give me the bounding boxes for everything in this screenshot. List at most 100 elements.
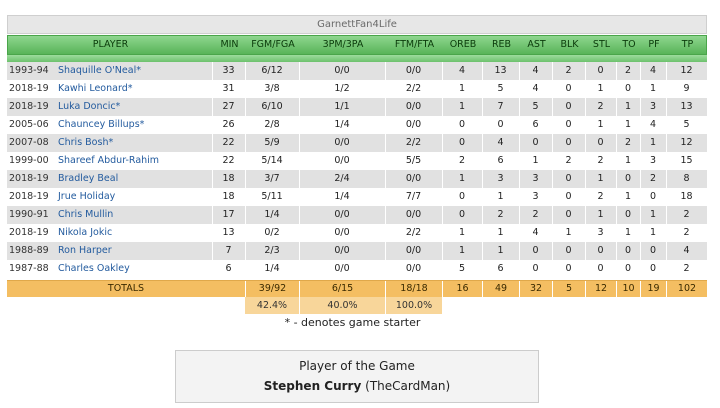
stat-ast: 3 — [532, 191, 539, 202]
column-header-pf[interactable]: PF — [648, 39, 660, 50]
player-row: 2005-06 Chauncey Billups* 26 2/8 1/4 0/0 0 0 6 0 1… — [7, 116, 707, 134]
column-header-to[interactable]: TO — [622, 39, 636, 50]
player-name-link[interactable]: Chris Mullin — [58, 209, 114, 220]
column-separator — [442, 116, 443, 134]
column-separator — [212, 170, 213, 188]
column-separator — [245, 242, 246, 260]
season-label: 2007-08 — [9, 137, 49, 148]
player-name-link[interactable]: Kawhi Leonard* — [58, 83, 133, 94]
player-row: 1987-88 Charles Oakley 6 1/4 0/0 0/0 5 6 0 0 0 0 0 2 — [7, 260, 707, 278]
stat-reb: 2 — [497, 209, 504, 220]
column-header-min[interactable]: MIN — [220, 39, 239, 50]
column-separator — [212, 188, 213, 206]
column-separator — [519, 80, 520, 98]
player-name-link[interactable]: Bradley Beal — [58, 173, 119, 184]
column-separator — [640, 80, 641, 98]
stat-min: 27 — [222, 101, 235, 112]
column-separator — [585, 188, 586, 206]
column-separator — [640, 134, 641, 152]
total-blk: 5 — [552, 281, 585, 297]
column-separator — [299, 224, 300, 242]
stat-min: 33 — [222, 65, 235, 76]
column-separator — [666, 242, 667, 260]
season-label: 1988-89 — [9, 245, 49, 256]
stat-tp3: 0/0 — [334, 209, 350, 220]
player-name-link[interactable]: Ron Harper — [58, 245, 112, 256]
column-header-reb[interactable]: REB — [491, 39, 512, 50]
stat-pts: 15 — [680, 155, 693, 166]
stat-stl: 2 — [597, 191, 604, 202]
column-separator — [666, 188, 667, 206]
player-name-link[interactable]: Nikola Jokic — [58, 227, 113, 238]
player-name-link[interactable]: Shareef Abdur-Rahim — [58, 155, 160, 166]
player-name-link[interactable]: Luka Doncic* — [58, 101, 121, 112]
column-separator — [442, 134, 443, 152]
column-separator — [299, 206, 300, 224]
stat-oreb: 0 — [458, 209, 466, 220]
stat-oreb: 0 — [458, 191, 466, 202]
stat-reb: 1 — [497, 191, 504, 202]
stat-tp3: 0/0 — [334, 245, 350, 256]
stat-min: 18 — [222, 191, 235, 202]
column-separator — [482, 260, 483, 278]
stat-oreb: 4 — [458, 65, 466, 76]
player-name-link[interactable]: Jrue Holiday — [58, 191, 116, 202]
column-header-tp3[interactable]: 3PM/3PA — [322, 39, 364, 50]
stat-to: 1 — [624, 101, 632, 112]
column-separator — [666, 134, 667, 152]
column-separator — [442, 152, 443, 170]
season-label: 2018-19 — [9, 83, 49, 94]
column-separator — [212, 242, 213, 260]
stat-pts: 13 — [680, 101, 693, 112]
stat-pf: 3 — [649, 155, 657, 166]
starter-footnote: * - denotes game starter — [284, 316, 421, 329]
stat-reb: 13 — [494, 65, 507, 76]
season-label: 1990-91 — [9, 209, 49, 220]
stat-tp3: 1/1 — [334, 101, 350, 112]
stat-min: 18 — [222, 173, 235, 184]
column-header-blk[interactable]: BLK — [560, 39, 579, 50]
column-separator — [212, 62, 213, 80]
column-separator — [552, 134, 553, 152]
stat-pf: 4 — [649, 65, 657, 76]
stat-stl: 1 — [597, 83, 604, 94]
stat-pf: 1 — [649, 227, 657, 238]
stat-pts: 12 — [680, 65, 693, 76]
stat-stl: 2 — [597, 101, 604, 112]
stat-ft: 0/0 — [405, 263, 422, 274]
stat-tp3: 1/2 — [334, 83, 350, 94]
column-separator — [245, 206, 246, 224]
player-name-link[interactable]: Chauncey Billups* — [58, 119, 145, 130]
stat-ast: 4 — [532, 227, 539, 238]
stat-ft: 5/5 — [405, 155, 422, 166]
column-header-oreb[interactable]: OREB — [449, 39, 477, 50]
column-separator — [552, 206, 553, 224]
column-separator — [482, 98, 483, 116]
player-row: 1999-00 Shareef Abdur-Rahim 22 5/14 0/0 5/5 2 6… — [7, 152, 707, 170]
column-separator — [585, 224, 586, 242]
column-separator — [299, 62, 300, 80]
column-header-ast[interactable]: AST — [527, 39, 546, 50]
column-separator — [552, 62, 553, 80]
stat-oreb: 1 — [458, 227, 466, 238]
column-header-stl[interactable]: STL — [592, 39, 611, 50]
stat-tp3: 0/0 — [334, 137, 350, 148]
player-name-link[interactable]: Charles Oakley — [58, 263, 130, 274]
player-name-link[interactable]: Shaquille O'Neal* — [58, 65, 141, 76]
column-header-player[interactable]: PLAYER — [92, 39, 129, 50]
stat-min: 22 — [222, 155, 235, 166]
player-of-game-line: Stephen Curry (TheCardMan) — [176, 379, 538, 393]
stat-pts: 5 — [683, 119, 690, 130]
stat-stl: 0 — [597, 137, 604, 148]
column-header-fg[interactable]: FGM/FGA — [251, 39, 295, 50]
player-name-link[interactable]: Chris Bosh* — [58, 137, 114, 148]
column-header-ft[interactable]: FTM/FTA — [394, 39, 435, 50]
stat-pf: 2 — [649, 173, 657, 184]
column-header-pts[interactable]: TP — [681, 39, 694, 50]
column-separator — [385, 170, 386, 188]
stat-stl: 2 — [597, 155, 604, 166]
column-separator — [552, 152, 553, 170]
stat-pts: 2 — [683, 227, 690, 238]
column-separator — [640, 242, 641, 260]
column-separator — [212, 206, 213, 224]
